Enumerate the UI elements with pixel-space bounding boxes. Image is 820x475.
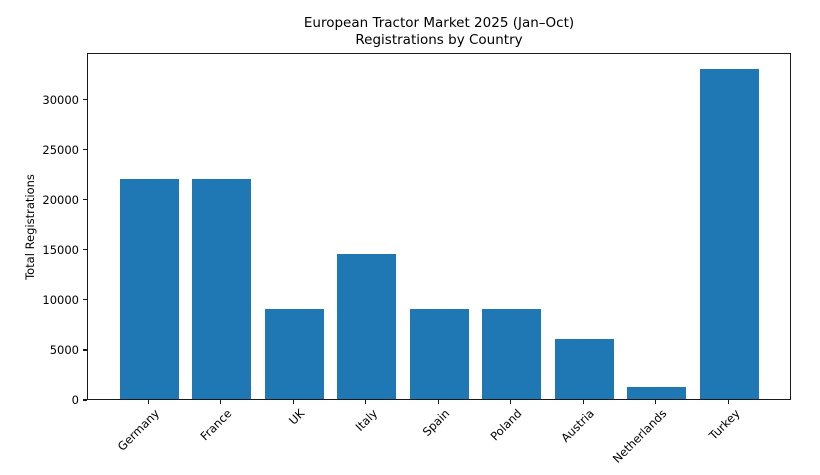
x-tick-label-text: Spain (419, 406, 453, 439)
x-tick-label-text: Italy (352, 406, 380, 434)
y-axis-label: Total Registrations (23, 174, 37, 280)
x-tick (292, 400, 294, 404)
x-tick-label-text: Austria (558, 406, 598, 445)
x-tick (655, 400, 657, 404)
x-tick (365, 400, 367, 404)
y-tick-label: 30000 (42, 92, 79, 107)
bar-poland (482, 308, 541, 399)
y-tick (83, 399, 87, 401)
bar-netherlands (627, 386, 686, 399)
y-tick (83, 149, 87, 151)
y-tick-label: 0 (71, 393, 79, 407)
bar-germany (119, 178, 179, 399)
y-tick (83, 249, 87, 251)
x-tick-label-text: Turkey (705, 406, 743, 443)
x-tick-label-text: Germany (114, 406, 163, 454)
y-tick-label: 5000 (49, 342, 79, 357)
bar-uk (264, 308, 324, 399)
y-tick-label: 25000 (42, 142, 79, 157)
x-tick (582, 400, 584, 404)
x-tick-label-text: Netherlands (610, 406, 670, 466)
chart-subtitle: Registrations by Country (355, 31, 523, 48)
plot-area (87, 53, 791, 400)
y-tick (83, 299, 87, 301)
bar-spain (409, 308, 469, 399)
x-tick (437, 400, 439, 404)
y-tick (83, 349, 87, 351)
y-tick-label: 15000 (42, 242, 79, 257)
x-tick (510, 400, 512, 404)
bar-austria (554, 338, 614, 399)
x-tick-label-text: UK (286, 406, 308, 428)
x-tick (220, 400, 222, 404)
bar-france (192, 178, 251, 399)
bar-italy (337, 253, 396, 399)
x-tick-label-text: Poland (487, 406, 525, 444)
chart-title: European Tractor Market 2025 (Jan–Oct) (303, 15, 575, 31)
y-tick (83, 199, 87, 201)
bar-turkey (699, 68, 759, 399)
y-tick-label: 20000 (42, 192, 79, 207)
x-tick (147, 400, 149, 404)
chart-title-block: European Tractor Market 2025 (Jan–Oct) R… (87, 15, 791, 48)
y-tick (83, 98, 87, 101)
y-tick-label: 10000 (42, 292, 79, 307)
x-tick (727, 400, 729, 404)
x-tick-label-text: France (197, 406, 235, 444)
